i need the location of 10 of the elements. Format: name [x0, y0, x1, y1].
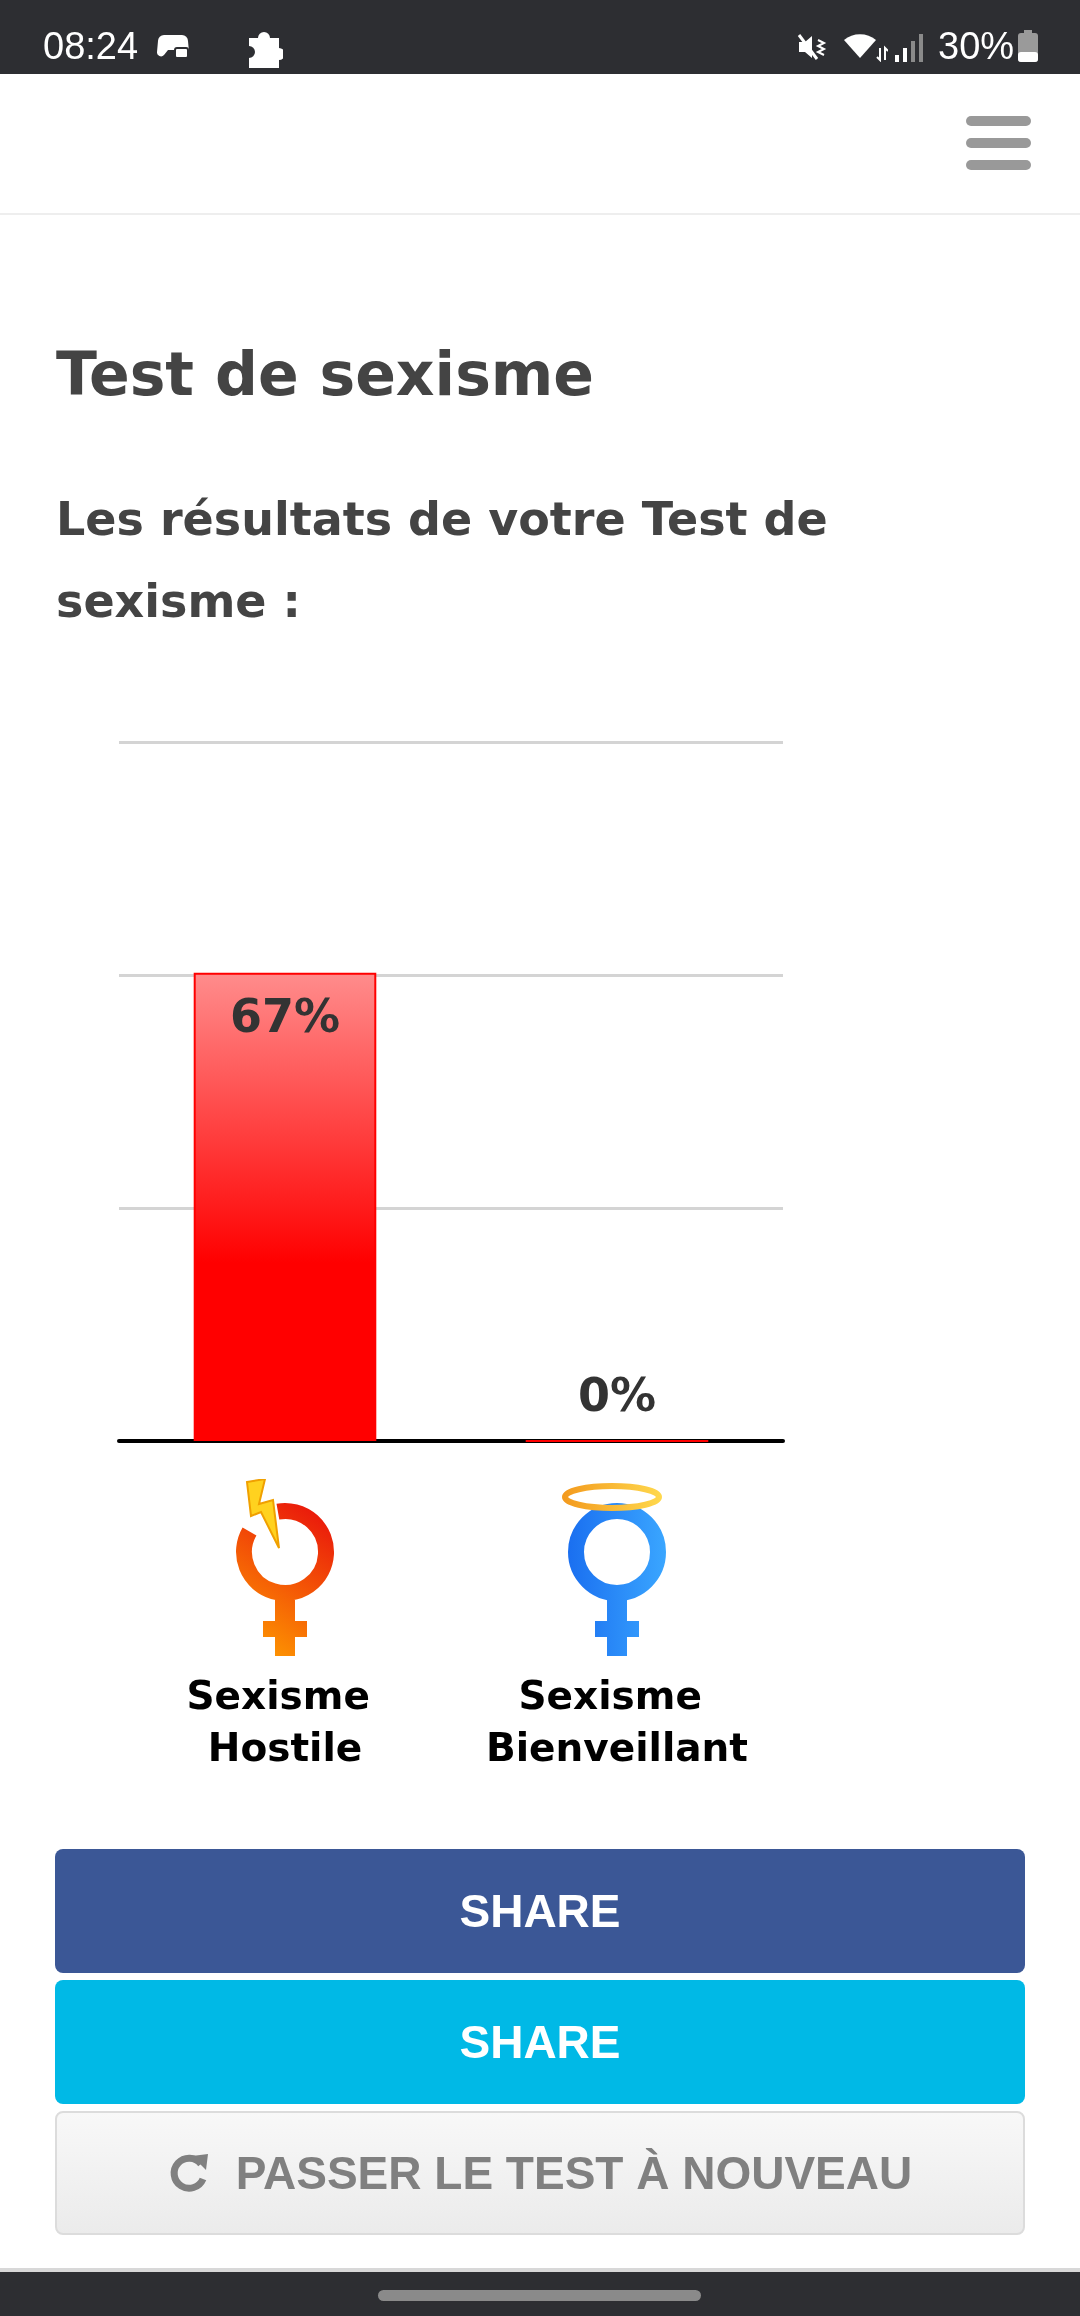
data-label: 67%	[229, 988, 341, 1043]
x-tick-label: Sexisme Bienveillant	[485, 1672, 749, 1770]
status-bar: 08:24 30%	[0, 0, 1080, 74]
x-tick-label: Sexisme Hostile	[186, 1672, 384, 1770]
data-label: 0%	[577, 1368, 657, 1422]
share-button: SHARE	[55, 1849, 1025, 1973]
chart-title: Test de sexisme	[56, 338, 596, 410]
share-button: SHARE	[55, 1980, 1025, 2104]
retry-button: PASSER LE TEST À NOUVEAU	[55, 2111, 1025, 2235]
chart-subtitle: Les résultats de votre Test de sexisme :	[56, 491, 829, 630]
